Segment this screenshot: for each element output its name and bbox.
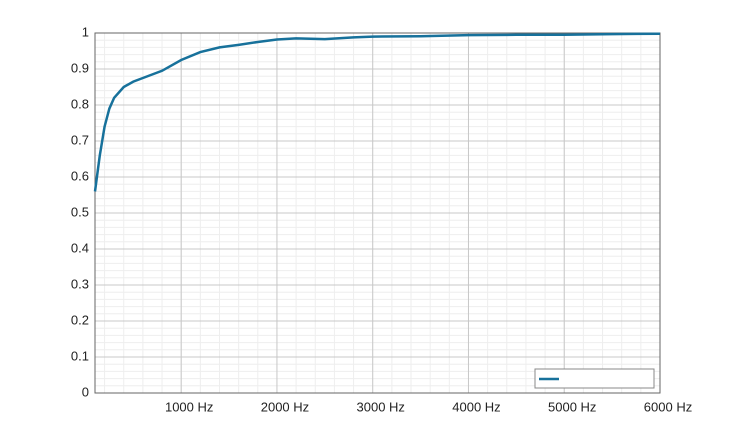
y-tick-label: 0.2 xyxy=(71,312,89,327)
x-tick-label: 4000 Hz xyxy=(452,399,500,414)
y-tick-label: 0.4 xyxy=(71,240,89,255)
x-tick-label: 3000 Hz xyxy=(357,399,405,414)
x-tick-label: 6000 Hz xyxy=(644,399,692,414)
y-tick-label: 0.8 xyxy=(71,96,89,111)
line-series xyxy=(93,32,661,192)
y-tick-label: 0.6 xyxy=(71,168,89,183)
y-tick-label: 0 xyxy=(82,384,89,399)
y-tick-label: 0.1 xyxy=(71,348,89,363)
y-tick-label: 1 xyxy=(82,24,89,39)
x-tick-label: 2000 Hz xyxy=(261,399,309,414)
y-tick-label: 0.9 xyxy=(71,60,89,75)
x-tick-label: 1000 Hz xyxy=(165,399,213,414)
x-tick-label: 5000 Hz xyxy=(548,399,596,414)
plot-frame xyxy=(94,32,661,394)
y-tick-label: 0.3 xyxy=(71,276,89,291)
legend xyxy=(534,368,655,389)
y-tick-label: 0.5 xyxy=(71,204,89,219)
y-tick-label: 0.7 xyxy=(71,132,89,147)
